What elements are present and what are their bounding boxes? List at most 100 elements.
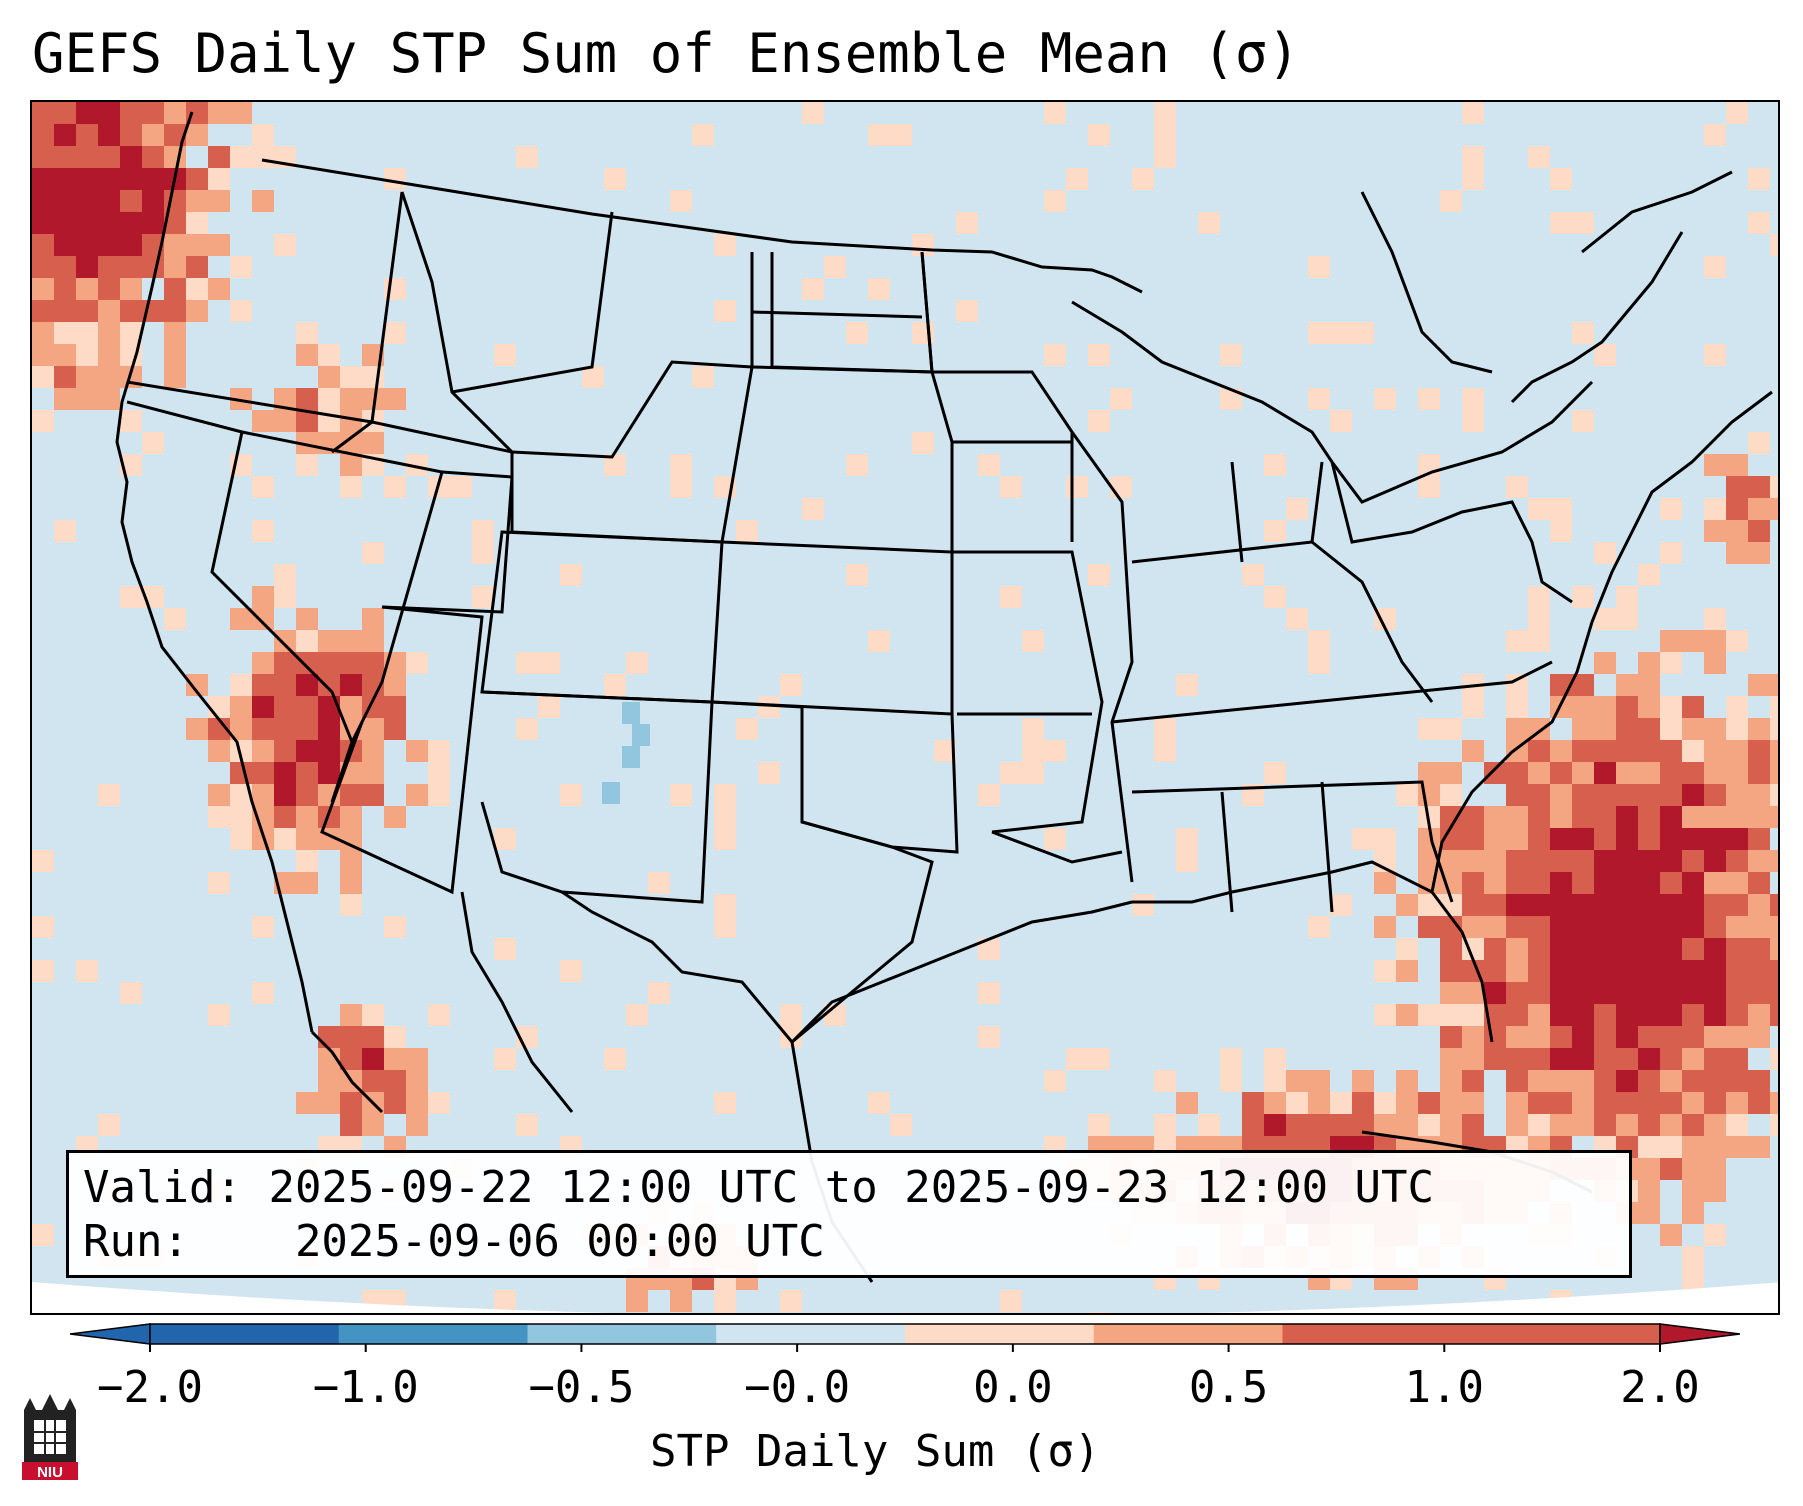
stp-cell	[1638, 1202, 1660, 1224]
stp-cell	[1704, 1092, 1726, 1114]
stp-cell	[1572, 1092, 1594, 1114]
stp-cell	[230, 806, 252, 828]
stp-cell	[868, 630, 890, 652]
stp-cell	[1462, 146, 1484, 168]
stp-cell	[1660, 1004, 1682, 1026]
stp-cell	[1044, 828, 1066, 850]
stp-cell	[1550, 1048, 1572, 1070]
chart-title: GEFS Daily STP Sum of Ensemble Mean (σ)	[32, 22, 1300, 85]
stp-cell	[1264, 1092, 1286, 1114]
stp-cell	[1638, 1114, 1660, 1136]
stp-cell	[384, 388, 406, 410]
stp-cell	[1638, 916, 1660, 938]
stp-cell	[1748, 784, 1770, 806]
stp-cell	[1704, 630, 1726, 652]
stp-cell	[296, 674, 318, 696]
stp-cell	[230, 608, 252, 630]
stp-cell	[32, 322, 54, 344]
stp-cell	[384, 1026, 406, 1048]
stp-cell	[824, 256, 846, 278]
stp-cell	[32, 102, 54, 124]
colorbar-tick-label: −1.0	[312, 1362, 419, 1413]
stp-cell	[1748, 960, 1770, 982]
stp-cell	[318, 630, 340, 652]
stp-cell	[1616, 1026, 1638, 1048]
stp-cell	[1330, 1114, 1352, 1136]
stp-cell	[340, 850, 362, 872]
stp-cell	[1506, 916, 1528, 938]
stp-cell	[274, 410, 296, 432]
stp-cell	[252, 190, 274, 212]
stp-cell	[1308, 630, 1330, 652]
stp-cell	[1682, 784, 1704, 806]
stp-cell	[54, 322, 76, 344]
stp-cell	[1242, 1114, 1264, 1136]
stp-cell	[1550, 520, 1572, 542]
stp-cell	[604, 168, 626, 190]
stp-cell	[1748, 432, 1770, 454]
stp-cell	[1660, 1092, 1682, 1114]
stp-cell	[1704, 124, 1726, 146]
stp-cell	[186, 718, 208, 740]
stp-cell	[1462, 740, 1484, 762]
stp-cell	[1638, 784, 1660, 806]
stp-cell	[1110, 476, 1132, 498]
stp-cell	[1682, 960, 1704, 982]
stp-cell	[1528, 762, 1550, 784]
stp-cell	[98, 124, 120, 146]
stp-cell	[1506, 960, 1528, 982]
stp-cell	[120, 146, 142, 168]
stp-cell	[1748, 894, 1770, 916]
stp-cell	[1528, 1070, 1550, 1092]
stp-cell	[1132, 168, 1154, 190]
stp-cell	[1682, 718, 1704, 740]
stp-cell	[296, 432, 318, 454]
stp-cell	[1396, 784, 1418, 806]
stp-cell	[780, 1290, 802, 1312]
stp-cell	[1440, 916, 1462, 938]
stp-cell	[1264, 1070, 1286, 1092]
stp-cell	[186, 300, 208, 322]
stp-cell	[384, 476, 406, 498]
stp-cell	[1484, 762, 1506, 784]
stp-cell	[274, 586, 296, 608]
stp-cell	[1572, 982, 1594, 1004]
stp-cell	[1066, 1048, 1088, 1070]
stp-cell	[1704, 784, 1726, 806]
stp-cell	[32, 190, 54, 212]
stp-cell	[450, 476, 472, 498]
stp-cell	[1528, 146, 1550, 168]
stp-cell	[340, 872, 362, 894]
stp-cell	[1726, 102, 1748, 124]
stp-cell	[1682, 1004, 1704, 1026]
stp-cell	[362, 630, 384, 652]
stp-cell	[1528, 608, 1550, 630]
stp-cell	[1748, 168, 1770, 190]
stp-cell	[626, 652, 648, 674]
stp-anomaly-map	[32, 102, 1778, 1313]
stp-cell	[384, 1048, 406, 1070]
stp-cell	[1682, 696, 1704, 718]
stp-cell	[296, 652, 318, 674]
stp-cell	[1660, 542, 1682, 564]
stp-cell	[1682, 1158, 1704, 1180]
stp-cell	[1682, 938, 1704, 960]
stp-cell	[538, 652, 560, 674]
stp-cell	[1748, 916, 1770, 938]
stp-cell	[252, 982, 274, 1004]
stp-cell	[1352, 322, 1374, 344]
stp-cell	[1748, 476, 1770, 498]
stp-cell	[1704, 1026, 1726, 1048]
stp-cell	[362, 784, 384, 806]
stp-cell	[1616, 872, 1638, 894]
stp-cell	[340, 806, 362, 828]
stp-cell	[296, 608, 318, 630]
stp-cell	[1682, 630, 1704, 652]
stp-cell	[1044, 190, 1066, 212]
stp-cell	[1154, 740, 1176, 762]
stp-cell	[494, 938, 516, 960]
stp-cell	[362, 432, 384, 454]
stp-cell	[1022, 740, 1044, 762]
stp-cell	[1506, 718, 1528, 740]
stp-cell	[1616, 828, 1638, 850]
